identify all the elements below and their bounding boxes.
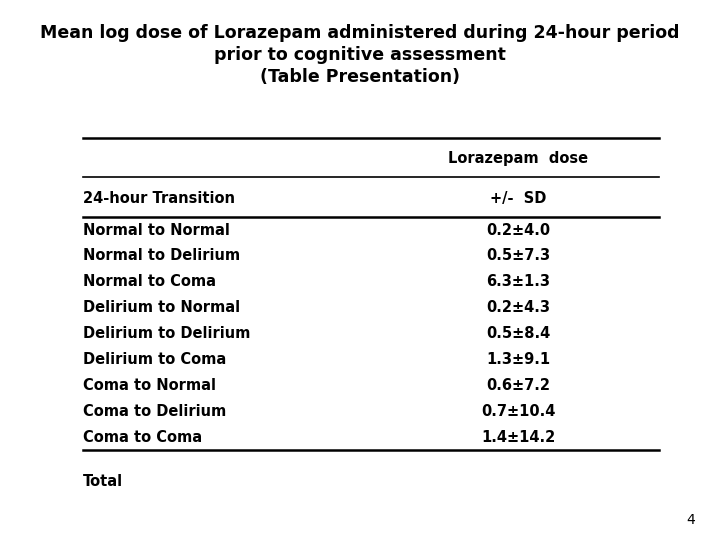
Text: Normal to Normal: Normal to Normal	[83, 222, 230, 238]
Text: 24-hour Transition: 24-hour Transition	[83, 191, 235, 206]
Text: Lorazepam  dose: Lorazepam dose	[449, 151, 588, 166]
Text: 0.2±4.0: 0.2±4.0	[486, 222, 551, 238]
Text: 0.6±7.2: 0.6±7.2	[487, 378, 550, 393]
Text: 1.3±9.1: 1.3±9.1	[486, 352, 551, 367]
Text: Coma to Delirium: Coma to Delirium	[83, 404, 226, 419]
Text: +/-  SD: +/- SD	[490, 191, 546, 206]
Text: 6.3±1.3: 6.3±1.3	[487, 274, 550, 289]
Text: 0.5±7.3: 0.5±7.3	[486, 248, 551, 264]
Text: Normal to Delirium: Normal to Delirium	[83, 248, 240, 264]
Text: 0.2±4.3: 0.2±4.3	[487, 300, 550, 315]
Text: Delirium to Coma: Delirium to Coma	[83, 352, 226, 367]
Text: Mean log dose of Lorazepam administered during 24-hour period: Mean log dose of Lorazepam administered …	[40, 24, 680, 42]
Text: Total: Total	[83, 474, 123, 489]
Text: 4: 4	[686, 512, 695, 526]
Text: 1.4±14.2: 1.4±14.2	[481, 430, 556, 445]
Text: Normal to Coma: Normal to Coma	[83, 274, 216, 289]
Text: (Table Presentation): (Table Presentation)	[260, 68, 460, 85]
Text: 0.7±10.4: 0.7±10.4	[481, 404, 556, 419]
Text: Delirium to Normal: Delirium to Normal	[83, 300, 240, 315]
Text: Delirium to Delirium: Delirium to Delirium	[83, 326, 250, 341]
Text: prior to cognitive assessment: prior to cognitive assessment	[214, 46, 506, 64]
Text: Coma to Coma: Coma to Coma	[83, 430, 202, 445]
Text: Coma to Normal: Coma to Normal	[83, 378, 216, 393]
Text: 0.5±8.4: 0.5±8.4	[486, 326, 551, 341]
